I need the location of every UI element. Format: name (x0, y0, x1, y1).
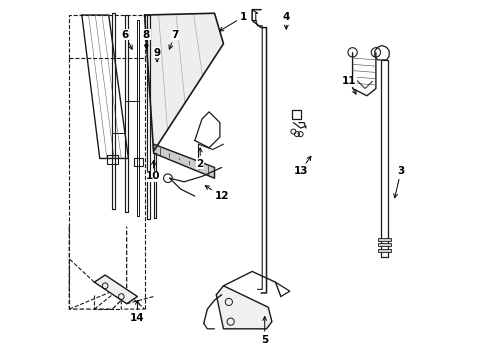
FancyBboxPatch shape (378, 238, 391, 241)
Polygon shape (216, 286, 272, 329)
Text: 13: 13 (294, 156, 311, 176)
Polygon shape (153, 144, 215, 178)
FancyBboxPatch shape (378, 249, 391, 252)
Polygon shape (95, 275, 137, 304)
Polygon shape (145, 13, 223, 151)
Text: 12: 12 (205, 186, 229, 201)
Text: 6: 6 (121, 30, 132, 49)
Text: 3: 3 (393, 166, 405, 198)
Text: 1: 1 (220, 12, 247, 31)
Text: 2: 2 (196, 148, 204, 169)
Text: 10: 10 (147, 161, 161, 181)
Text: 8: 8 (143, 30, 150, 49)
Text: 7: 7 (169, 30, 179, 49)
Text: 5: 5 (261, 316, 269, 345)
Text: 14: 14 (130, 300, 145, 323)
Text: 4: 4 (283, 12, 290, 29)
FancyBboxPatch shape (378, 243, 391, 246)
Text: 11: 11 (342, 76, 356, 94)
Text: 9: 9 (153, 48, 161, 62)
